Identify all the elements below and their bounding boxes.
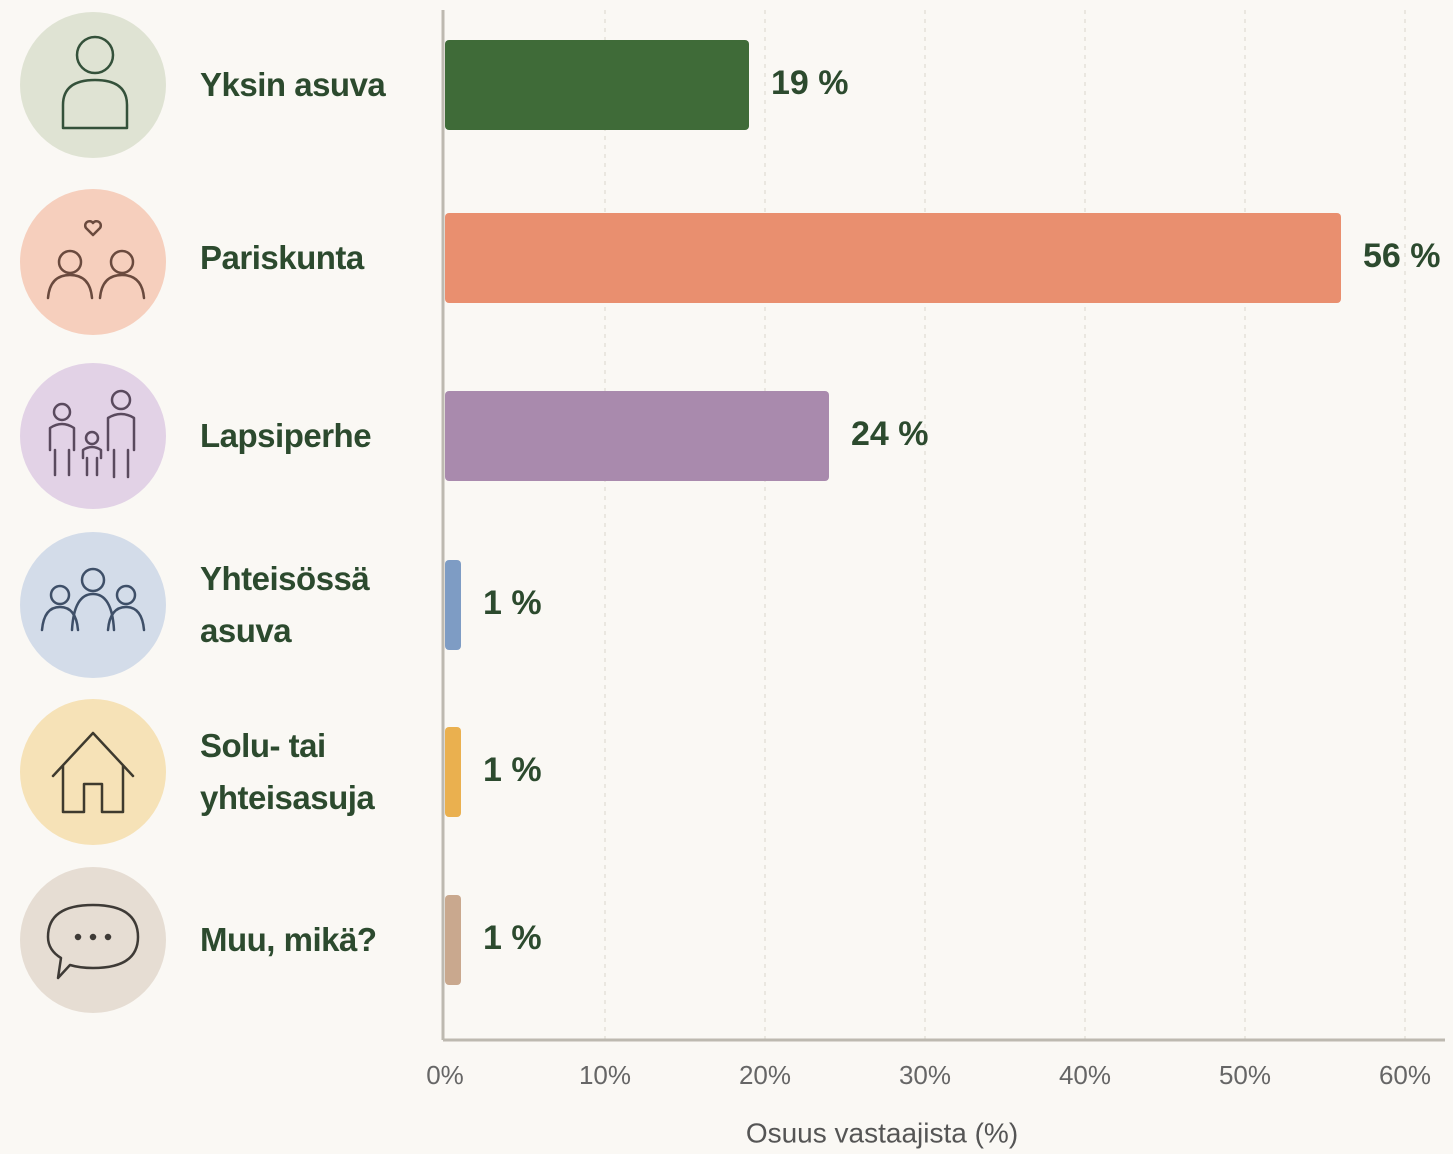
icons <box>20 12 166 1013</box>
icon-bg <box>20 532 166 678</box>
x-tick-label: 0% <box>426 1060 464 1090</box>
category-label: Lapsiperhe <box>200 376 425 496</box>
icon-house <box>51 731 135 814</box>
icon-bg <box>20 699 166 845</box>
x-tick-label: 20% <box>739 1060 791 1090</box>
category-label: Muu, mikä? <box>200 880 425 1000</box>
x-tick-label: 50% <box>1219 1060 1271 1090</box>
value-label: 24 % <box>851 415 929 453</box>
icon-speech <box>46 903 140 980</box>
bar <box>445 40 749 130</box>
category-label: Yksin asuva <box>200 25 425 145</box>
value-label: 19 % <box>771 64 849 102</box>
category-text: Solu- tai yhteisasuja <box>200 727 375 816</box>
icon-family <box>48 389 136 479</box>
icon-single <box>61 35 129 130</box>
category-label: Yhteisössä asuva <box>200 545 425 665</box>
icon-bg <box>20 189 166 335</box>
bar <box>445 213 1341 303</box>
category-text: Yhteisössä asuva <box>200 560 370 649</box>
bar <box>445 391 829 481</box>
x-tick-label: 10% <box>579 1060 631 1090</box>
bar <box>445 560 461 650</box>
category-text: Pariskunta <box>200 239 364 276</box>
x-tick-label: 30% <box>899 1060 951 1090</box>
bar <box>445 895 461 985</box>
category-label: Pariskunta <box>200 198 425 318</box>
x-tick-label: 40% <box>1059 1060 1111 1090</box>
category-text: Lapsiperhe <box>200 417 372 454</box>
value-label: 1 % <box>483 919 542 957</box>
category-text: Muu, mikä? <box>200 921 377 958</box>
x-axis-title: Osuus vastaajista (%) <box>746 1117 1018 1148</box>
bar <box>445 727 461 817</box>
category-label: Solu- tai yhteisasuja <box>200 712 425 832</box>
value-label: 1 % <box>483 584 542 622</box>
icon-couple <box>46 220 146 300</box>
category-text: Yksin asuva <box>200 66 386 103</box>
icon-bg <box>20 363 166 509</box>
icon-bg <box>20 12 166 158</box>
icon-community <box>40 567 146 632</box>
x-tick-label: 60% <box>1379 1060 1431 1090</box>
value-label: 1 % <box>483 751 542 789</box>
value-label: 56 % <box>1363 237 1441 275</box>
